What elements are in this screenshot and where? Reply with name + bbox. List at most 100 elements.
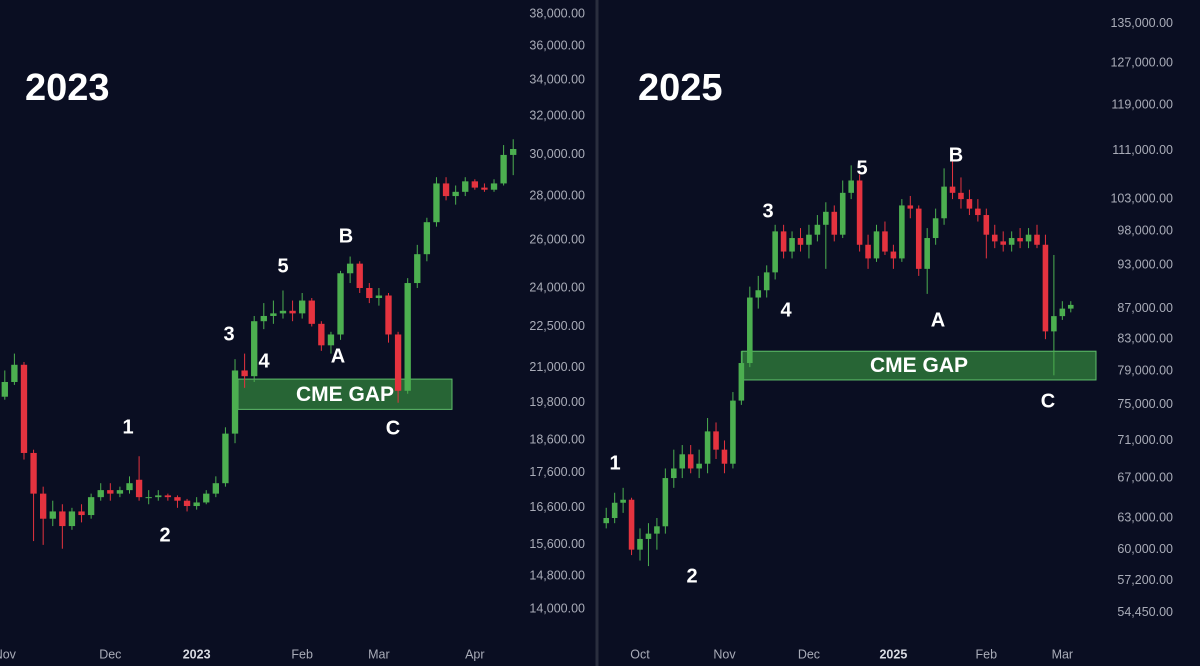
candle-body [687,454,694,469]
candle-body [983,215,990,235]
candle-body [856,180,863,245]
candle-body [318,323,325,346]
candle-body [212,483,219,494]
candle-body [68,511,76,527]
candle-body [611,502,618,519]
candle-body [164,495,172,498]
candle-body [1034,234,1040,245]
candle-body [1051,316,1057,332]
candle-body [366,287,373,299]
wave-label: 1 [122,416,133,438]
candle-body [231,370,239,434]
candle-body [949,186,956,193]
y-tick-label: 17,600.00 [529,465,585,479]
y-tick-label: 24,000.00 [529,280,585,294]
candle-body [704,431,711,464]
wave-label: 3 [762,200,773,222]
candle-body [270,313,277,316]
candle-body [327,334,335,346]
candle-body [30,452,37,494]
candle-body [203,493,210,503]
candle-body [442,183,450,197]
candle-body [20,364,28,453]
candle-body [679,454,686,469]
candle-body [1067,304,1074,309]
candle-body [385,295,392,335]
chart-title: 2025 [638,67,723,109]
candle-body [394,334,402,391]
wave-label: 2 [159,524,170,546]
x-tick-label: Oct [630,647,650,661]
y-tick-label: 103,000.00 [1110,191,1173,205]
candle-body [241,370,248,377]
candle-body [11,364,18,382]
x-tick-label: Feb [976,647,998,661]
candle-body [174,497,181,501]
candle-body [462,181,469,192]
y-tick-label: 57,200.00 [1117,573,1173,587]
y-tick-label: 28,000.00 [529,188,585,202]
x-tick-label: 2023 [183,647,211,661]
y-tick-label: 34,000.00 [529,73,585,87]
candle-body [899,205,905,259]
candle-body [966,199,973,209]
wave-label: C [1041,390,1055,412]
candle-body [193,502,200,507]
candle-body [645,533,652,539]
candle-body [654,526,660,534]
candle-body [814,224,821,235]
y-tick-label: 38,000.00 [529,6,585,20]
candle-body [126,483,133,491]
x-tick-label: Nov [0,647,17,661]
candle-body [1000,241,1006,245]
y-tick-label: 16,600.00 [529,500,585,514]
candle-body [279,310,287,314]
candle-body [414,254,421,284]
candle-body [222,433,229,484]
candle-body [915,208,922,269]
y-tick-label: 26,000.00 [529,233,585,247]
y-tick-label: 19,800.00 [529,395,585,409]
candle-body [251,321,258,377]
wave-label: B [339,225,353,247]
candle-body [780,231,787,252]
candle-body [481,187,488,190]
y-tick-label: 119,000.00 [1111,98,1173,112]
y-tick-label: 36,000.00 [529,38,585,52]
candle-body [755,290,762,298]
y-tick-label: 111,000.00 [1112,143,1173,157]
y-tick-label: 15,600.00 [529,537,585,551]
candle-body [423,222,431,255]
candle-body [671,468,677,479]
candle-body [637,538,643,550]
candle-body [87,497,95,516]
y-tick-label: 87,000.00 [1117,301,1173,315]
y-tick-label: 79,000.00 [1117,363,1173,377]
candle-body [628,499,635,550]
candle-body [145,497,152,499]
candle-body [471,181,478,188]
candle-body [375,295,383,299]
candle-body [97,490,104,498]
candle-body [433,183,440,223]
candle-body [721,449,728,464]
y-tick-label: 30,000.00 [529,147,585,161]
candle-body [958,192,964,200]
candle-body [839,192,846,235]
wave-label: 5 [277,255,288,277]
y-tick-label: 63,000.00 [1117,510,1173,524]
candle-body [907,205,914,209]
candle-body [772,231,778,273]
x-tick-label: Feb [291,647,313,661]
candle-body [848,180,854,193]
candle-body [183,500,191,507]
candle-body [337,273,344,335]
candle-body [490,183,498,190]
candle-body [1025,234,1032,242]
y-tick-label: 60,000.00 [1117,542,1173,556]
x-tick-label: 2025 [879,647,907,661]
y-tick-label: 18,600.00 [529,432,585,446]
y-tick-label: 93,000.00 [1117,258,1173,272]
